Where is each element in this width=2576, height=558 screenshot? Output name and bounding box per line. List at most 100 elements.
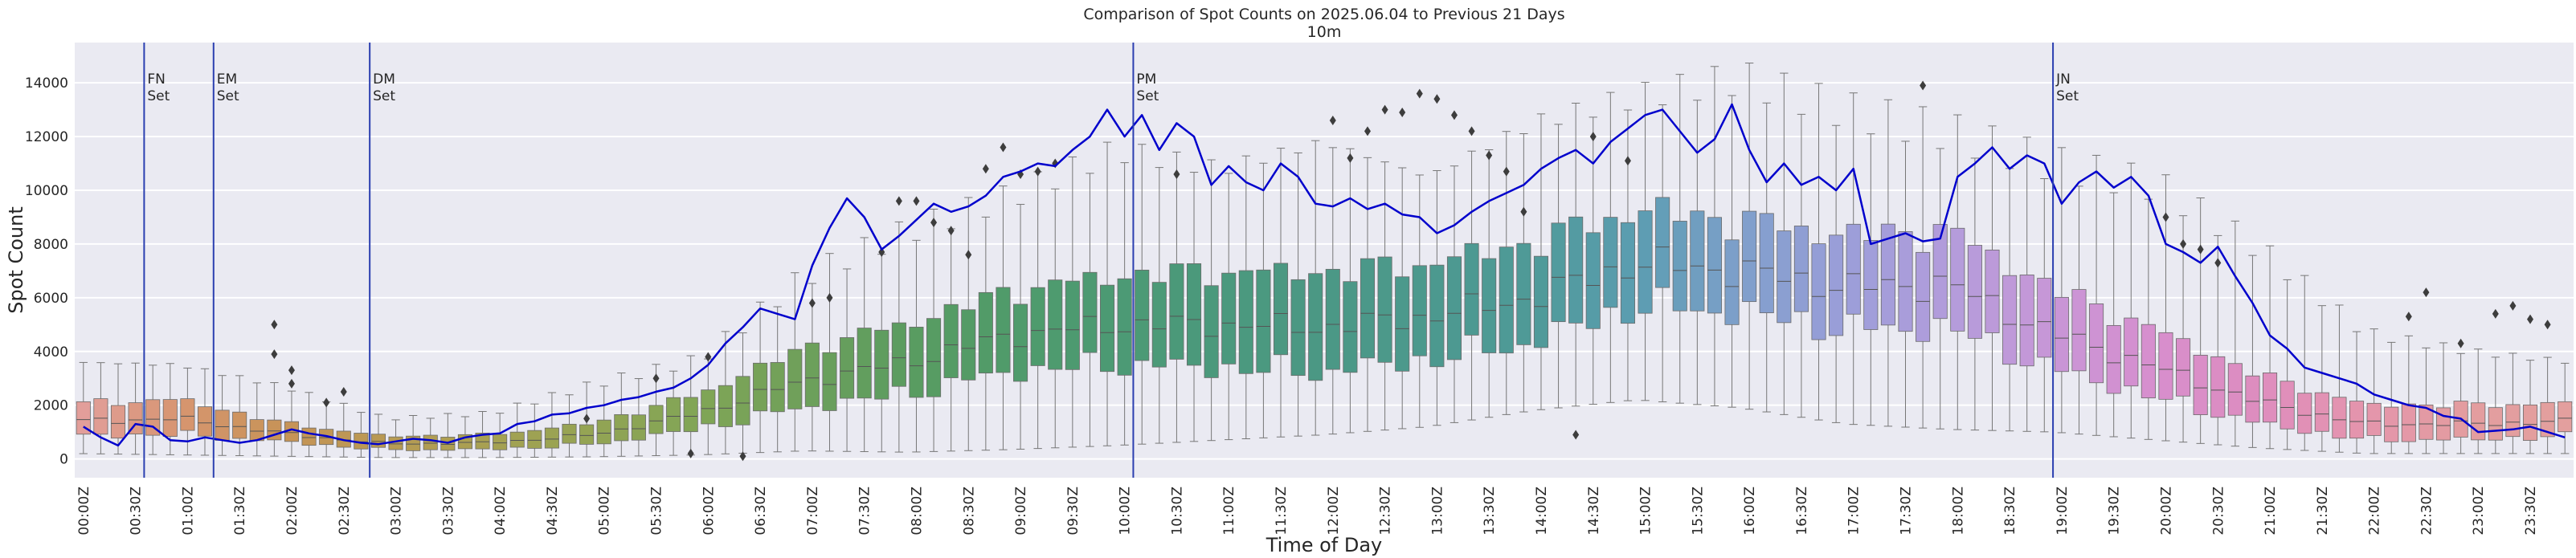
boxplots (76, 63, 2573, 458)
box-plot (2054, 147, 2069, 434)
box-plot (822, 253, 837, 452)
box-iqr (2384, 406, 2399, 442)
box-iqr (1169, 263, 1184, 360)
box-plot (2297, 275, 2312, 451)
box-plot (1117, 162, 1132, 446)
outlier-marker (271, 349, 278, 360)
box-plot (354, 412, 369, 458)
box-plot (2141, 198, 2156, 440)
box-iqr (1603, 217, 1618, 308)
box-iqr (2297, 393, 2312, 434)
today-series (83, 103, 2566, 447)
box-iqr (631, 414, 646, 441)
event-label: PM (1136, 71, 1156, 88)
box-iqr (2089, 303, 2104, 384)
y-tick-label: 14000 (25, 75, 68, 92)
outlier-marker (1173, 169, 1180, 179)
box-plot (2124, 162, 2139, 439)
x-tick-label: 21:30Z (2315, 487, 2331, 536)
x-tick-label: 05:00Z (597, 487, 613, 536)
outlier-marker (2214, 258, 2222, 268)
x-tick-label: 00:30Z (129, 487, 145, 536)
box-plot (1672, 74, 1687, 404)
outlier-marker (1364, 126, 1371, 136)
event-sublabel: Set (217, 88, 239, 104)
box-iqr (1412, 265, 1427, 356)
box-iqr (1377, 256, 1392, 363)
box-plot (1690, 100, 1705, 405)
x-tick-label: 01:00Z (180, 487, 196, 536)
x-tick-label: 02:30Z (337, 487, 353, 536)
x-tick-label: 08:00Z (910, 487, 926, 536)
box-plot (1082, 173, 1098, 447)
box-plot (110, 363, 126, 455)
box-iqr (961, 309, 976, 381)
box-iqr (1585, 232, 1601, 329)
outlier-marker (2197, 244, 2204, 255)
box-iqr (162, 399, 178, 437)
outliers (271, 80, 2551, 462)
x-tick-label: 10:00Z (1118, 487, 1134, 536)
box-iqr (1742, 210, 1757, 303)
box-iqr (1950, 227, 1965, 332)
box-plot (76, 361, 91, 454)
box-plot (2158, 174, 2173, 442)
outlier-marker (1589, 132, 1597, 142)
x-tick-label: 22:30Z (2419, 487, 2435, 536)
box-plot (2245, 255, 2260, 448)
outlier-marker (2457, 338, 2464, 348)
box-plot (2522, 360, 2538, 454)
box-plot (1499, 131, 1514, 415)
box-plot (493, 413, 508, 458)
x-tick-labels: 00:00Z 00:30Z 01:00Z 01:30Z 02:00Z 02:30Z 03:0… (76, 487, 2539, 536)
box-iqr (1238, 270, 1253, 374)
box-plot (2193, 198, 2208, 444)
box-iqr (1499, 246, 1514, 354)
x-tick-label: 19:30Z (2107, 487, 2123, 536)
box-plot (683, 355, 698, 456)
outlier-marker (271, 320, 278, 330)
outlier-marker (1624, 156, 1631, 166)
y-axis-label: Spot Count (5, 206, 27, 313)
box-plot (1811, 83, 1826, 421)
box-iqr (2176, 338, 2191, 397)
x-tick-label: 15:00Z (1638, 487, 1654, 536)
box-iqr (891, 322, 906, 387)
x-tick-label: 07:00Z (805, 487, 821, 536)
box-plot (1829, 124, 1844, 423)
box-plot (232, 375, 247, 457)
box-plot (1950, 114, 1965, 430)
outlier-marker (652, 373, 660, 384)
x-tick-label: 03:00Z (389, 487, 405, 536)
x-tick-label: 10:30Z (1169, 487, 1185, 536)
event-label: EM (217, 71, 237, 88)
event-sublabel: Set (373, 88, 395, 104)
box-plot (1759, 102, 1774, 413)
box-iqr (753, 362, 768, 412)
box-plot (909, 239, 924, 453)
box-plot (770, 306, 785, 453)
outlier-marker (1503, 166, 1510, 177)
box-plot (666, 370, 681, 456)
box-plot (1048, 188, 1063, 449)
box-iqr (2505, 404, 2521, 438)
box-plot (197, 368, 213, 456)
box-iqr (2002, 275, 2018, 365)
box-plot (718, 331, 733, 454)
box-iqr (2054, 296, 2069, 373)
outlier-marker (687, 448, 694, 458)
box-plot (857, 237, 872, 453)
outlier-marker (913, 196, 920, 206)
box-plot (2089, 154, 2104, 436)
box-plot (1429, 170, 1445, 426)
box-plot (1880, 99, 1895, 427)
box-iqr (562, 423, 577, 444)
x-tick-label: 18:00Z (1950, 487, 1966, 536)
box-plot (1412, 174, 1427, 428)
x-axis-label: Time of Day (1266, 534, 1383, 556)
box-iqr (475, 433, 490, 450)
outlier-marker (878, 246, 885, 257)
y-tick-label: 8000 (34, 237, 68, 253)
box-iqr (840, 337, 855, 399)
